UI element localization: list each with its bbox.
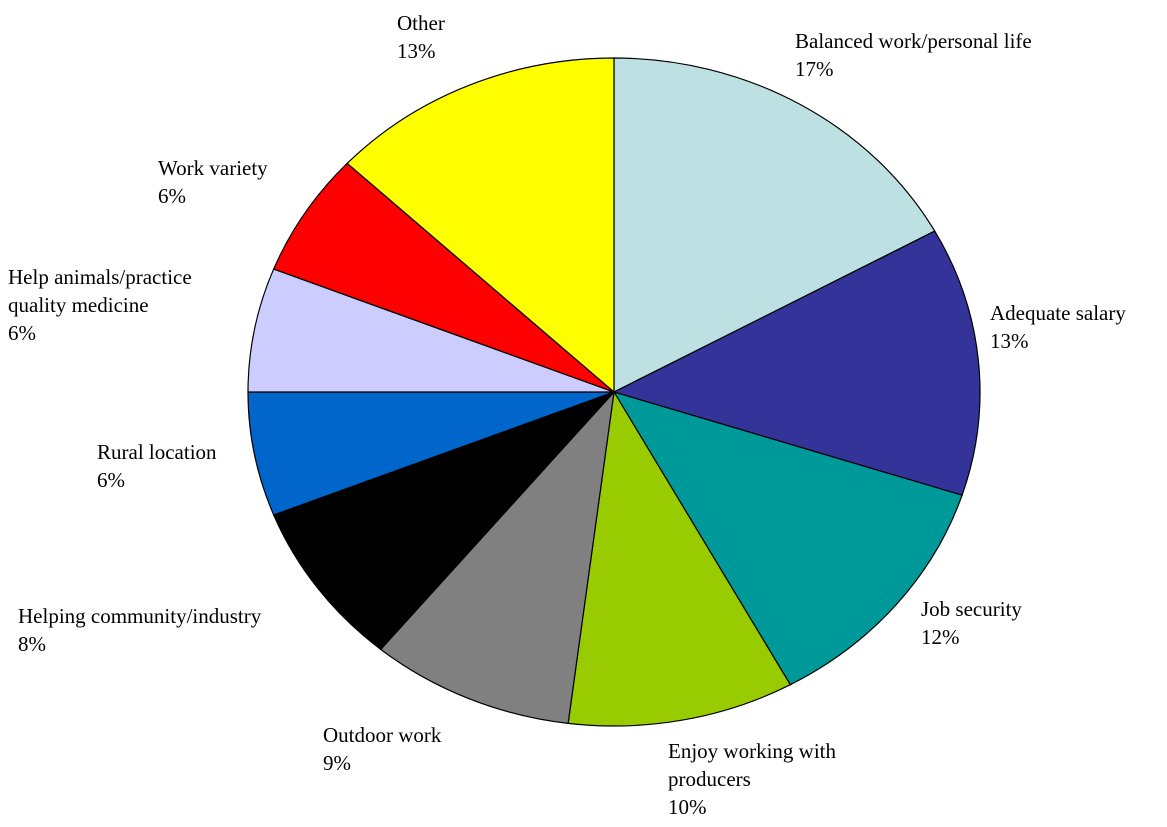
pie-slice-5 bbox=[272, 391, 615, 651]
slice-label-4: Outdoor work 9% bbox=[323, 723, 442, 775]
slice-percent-8: 6% bbox=[158, 184, 186, 208]
slice-label-9: Other 13% bbox=[397, 11, 445, 63]
slice-label-8: Work variety 6% bbox=[158, 156, 268, 208]
slice-name-3: Enjoy working with bbox=[668, 739, 836, 763]
slice-name-1: Adequate salary bbox=[990, 301, 1126, 325]
pie-slices bbox=[247, 57, 981, 727]
slice-name-3: producers bbox=[668, 767, 751, 791]
slice-label-3: Enjoy working with producers 10% bbox=[668, 739, 836, 819]
slice-percent-5: 8% bbox=[18, 632, 46, 656]
slice-percent-1: 13% bbox=[990, 329, 1029, 353]
slice-label-1: Adequate salary 13% bbox=[990, 301, 1126, 353]
slice-percent-4: 9% bbox=[323, 751, 351, 775]
slice-label-2: Job security 12% bbox=[921, 597, 1022, 649]
slice-name-2: Job security bbox=[921, 597, 1022, 621]
slice-percent-0: 17% bbox=[795, 57, 834, 81]
pie-slice-0 bbox=[613, 57, 936, 393]
slice-name-9: Other bbox=[397, 11, 445, 35]
slice-name-6: Rural location bbox=[97, 440, 217, 464]
slice-label-6: Rural location 6% bbox=[97, 440, 217, 492]
pie-slice-6 bbox=[247, 391, 615, 516]
pie-slice-4 bbox=[379, 390, 615, 725]
pie-slice-9 bbox=[346, 57, 615, 394]
slice-name-0: Balanced work/personal life bbox=[795, 29, 1032, 53]
slice-percent-7: 6% bbox=[8, 321, 36, 345]
slice-percent-6: 6% bbox=[97, 468, 125, 492]
slice-label-7: Help animals/practice quality medicine 6% bbox=[8, 265, 192, 345]
slice-name-8: Work variety bbox=[158, 156, 268, 180]
slice-name-7: Help animals/practice bbox=[8, 265, 192, 289]
slice-name-4: Outdoor work bbox=[323, 723, 442, 747]
pie-slice-1 bbox=[612, 230, 981, 496]
pie-slice-7 bbox=[247, 268, 615, 393]
pie-slice-3 bbox=[567, 390, 792, 727]
slice-label-0: Balanced work/personal life 17% bbox=[795, 29, 1032, 81]
slice-name-5: Helping community/industry bbox=[18, 604, 262, 628]
pie-slice-8 bbox=[272, 162, 615, 393]
slice-label-5: Helping community/industry 8% bbox=[18, 604, 262, 656]
slice-percent-2: 12% bbox=[921, 625, 960, 649]
pie-slice-2 bbox=[612, 390, 963, 686]
slice-percent-3: 10% bbox=[668, 795, 707, 819]
pie-labels: Balanced work/personal life 17% Adequate s… bbox=[8, 11, 1126, 819]
slice-name-7: quality medicine bbox=[8, 293, 149, 317]
slice-percent-9: 13% bbox=[397, 39, 436, 63]
